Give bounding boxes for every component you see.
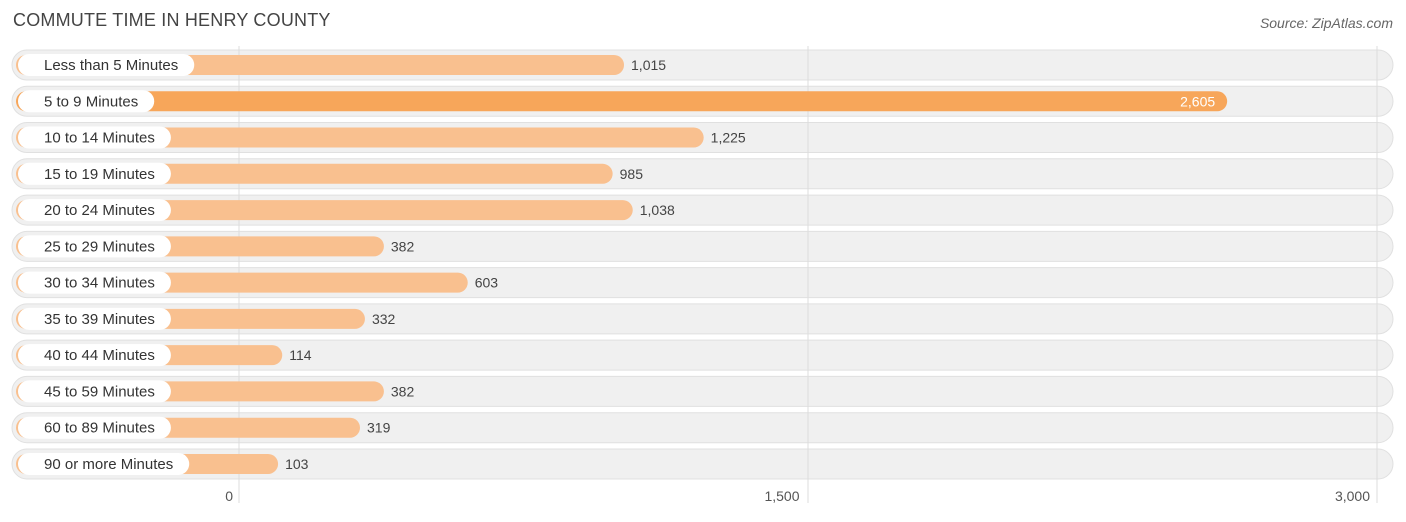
- value-label: 1,225: [711, 130, 746, 146]
- category-label: 30 to 34 Minutes: [44, 275, 155, 292]
- row-background: [11, 412, 1394, 444]
- category-label-pill: [18, 416, 171, 439]
- category-label-pill: [18, 307, 171, 330]
- category-label-pill: [18, 90, 155, 113]
- value-label: 985: [620, 166, 644, 182]
- category-label: Less than 5 Minutes: [44, 57, 178, 74]
- category-label: 40 to 44 Minutes: [44, 347, 155, 364]
- category-label-pill: [18, 235, 171, 258]
- value-label: 2,605: [1180, 93, 1215, 109]
- category-label: 20 to 24 Minutes: [44, 202, 155, 219]
- row-background: [11, 448, 1394, 480]
- category-label: 25 to 29 Minutes: [44, 238, 155, 255]
- value-label: 103: [285, 456, 309, 472]
- value-label: 382: [391, 383, 415, 399]
- x-tick-label: 1,500: [764, 488, 799, 504]
- category-label: 15 to 19 Minutes: [44, 166, 155, 183]
- x-tick-label: 0: [225, 488, 233, 504]
- category-label-pill: [18, 380, 171, 403]
- category-label-pill: [18, 199, 171, 222]
- category-label-pill: [18, 126, 171, 149]
- row-background: [11, 339, 1394, 371]
- value-label: 114: [289, 347, 312, 363]
- category-label: 10 to 14 Minutes: [44, 130, 155, 147]
- category-label-pill: [18, 54, 195, 76]
- bar: [16, 127, 704, 148]
- value-label: 1,015: [631, 57, 666, 73]
- x-tick-label: 3,000: [1335, 488, 1370, 504]
- chart-title: COMMUTE TIME IN HENRY COUNTY: [13, 10, 331, 30]
- category-label-pill: [18, 162, 171, 185]
- category-label-pill: [18, 344, 171, 367]
- value-label: 1,038: [640, 202, 675, 218]
- category-label: 90 or more Minutes: [44, 456, 173, 473]
- value-label: 319: [367, 420, 391, 436]
- chart-source: Source: ZipAtlas.com: [1259, 15, 1393, 31]
- category-label: 45 to 59 Minutes: [44, 383, 155, 400]
- value-label: 603: [475, 275, 499, 291]
- bar: [16, 200, 633, 221]
- bar: [16, 91, 1228, 112]
- value-label: 382: [391, 238, 415, 254]
- category-label: 5 to 9 Minutes: [44, 93, 138, 110]
- category-label: 60 to 89 Minutes: [44, 420, 155, 437]
- category-label: 35 to 39 Minutes: [44, 311, 155, 328]
- category-label-pill: [18, 271, 171, 294]
- category-label-pill: [18, 452, 190, 475]
- value-label: 332: [372, 311, 396, 327]
